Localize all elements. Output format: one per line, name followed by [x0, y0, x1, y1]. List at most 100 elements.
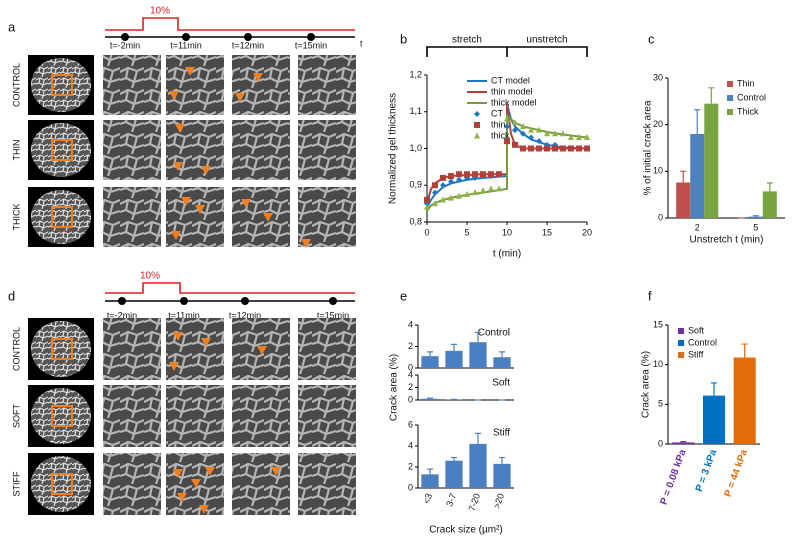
crack-arrow: [173, 469, 183, 478]
timepoint-dot: [180, 297, 188, 305]
y-tick-label: 30: [653, 72, 663, 82]
chart-title: Control: [478, 328, 510, 339]
y-tick-label: 10: [653, 166, 663, 176]
crack-arrow: [201, 166, 211, 175]
data-point: [528, 145, 534, 152]
thumbnail-organoid: [31, 388, 91, 444]
bar: [421, 474, 439, 488]
stretch-protocol: [105, 17, 355, 31]
data-point: [584, 145, 590, 152]
error-bar: [708, 87, 715, 104]
stretch-protocol: [105, 282, 355, 294]
data-point: [520, 122, 526, 129]
y-tick-label: 20: [653, 119, 663, 129]
x-tick-label: >20: [491, 492, 506, 510]
data-point: [480, 187, 486, 194]
x-tick-label: 5: [753, 222, 758, 232]
legend-swatch: [727, 95, 733, 101]
data-point: [512, 127, 518, 134]
y-axis-label: Crack area (%): [389, 354, 400, 421]
crack-arrow: [257, 346, 267, 355]
micrograph-tile: [166, 120, 224, 180]
y-tick-label: 0: [408, 362, 413, 372]
data-point: [552, 130, 558, 137]
crack-arrow: [301, 239, 311, 248]
bar: [690, 134, 705, 218]
data-point: [432, 200, 438, 207]
bar: [704, 103, 719, 218]
roi-box: [51, 473, 73, 495]
error-bar: [475, 331, 481, 343]
y-tick-label: 4: [408, 369, 413, 379]
data-point: [512, 119, 518, 126]
data-point: [448, 173, 454, 180]
timepoint-label: t=12min: [232, 40, 264, 50]
y-tick-label: 0: [408, 482, 413, 492]
phase-label: unstretch: [526, 35, 567, 46]
pulse-label: 10%: [150, 6, 170, 17]
legend-label: Control: [737, 92, 766, 102]
timepoint-dot: [118, 297, 126, 305]
micrograph-tile: [232, 187, 290, 247]
data-point: [448, 178, 454, 185]
chart-title: Soft: [492, 378, 510, 389]
x-tick-label: 7-20: [467, 492, 483, 512]
error-bar: [694, 109, 701, 134]
crack-arrow: [191, 479, 201, 488]
bar: [672, 442, 695, 444]
y-tick-label: 4: [408, 319, 413, 329]
error-bar: [427, 468, 433, 475]
legend-swatch: [678, 340, 684, 346]
error-bar: [499, 456, 505, 464]
error-bar: [499, 351, 505, 358]
x-tick-label: 5: [464, 227, 469, 237]
crack-arrow: [205, 467, 215, 476]
bar: [493, 357, 511, 368]
y-tick-label: 1,0: [409, 143, 422, 153]
thumbnail-organoid: [31, 123, 91, 177]
roi-box: [51, 139, 73, 161]
roi-box: [51, 338, 73, 360]
x-axis-label: Unstretch t (min): [690, 235, 764, 246]
bar: [445, 350, 463, 368]
panel-letter: f: [648, 288, 652, 303]
y-tick-label: 6: [408, 419, 413, 429]
x-tick-label: 3-7: [444, 492, 458, 508]
crack-arrow: [177, 493, 187, 502]
legend-swatch: [727, 109, 733, 115]
data-point: [432, 189, 438, 196]
bar: [469, 342, 487, 368]
crack-arrow: [195, 205, 205, 214]
micrograph-tile: [166, 55, 224, 115]
bar: [676, 182, 691, 218]
y-tick-label: 0: [658, 212, 663, 222]
data-point: [464, 190, 470, 197]
data-point: [480, 171, 486, 178]
data-point: [472, 189, 478, 196]
data-point: [520, 130, 526, 137]
bar: [733, 357, 756, 444]
roi-box: [51, 405, 73, 427]
data-point: [440, 182, 446, 189]
crack-arrow: [201, 338, 211, 347]
crack-arrow: [271, 467, 281, 476]
thumbnail-organoid: [31, 321, 91, 377]
x-axis-label: Crack size (µm²): [429, 525, 503, 536]
data-point: [528, 134, 534, 141]
bar: [421, 356, 439, 368]
data-point: [568, 133, 574, 140]
legend-label: CT model: [491, 75, 530, 85]
y-tick-label: 10: [653, 359, 663, 369]
micrograph-tile: [103, 318, 161, 380]
micrograph-tile: [103, 55, 161, 115]
crack-arrow: [169, 362, 179, 371]
bar: [762, 191, 777, 218]
legend-label: Control: [688, 337, 717, 347]
x-tick-label: P = 0.08 kPa: [658, 448, 688, 507]
data-point: [456, 192, 462, 199]
error-bar: [427, 351, 433, 357]
error-bar: [752, 215, 759, 217]
panel-letter: e: [400, 288, 407, 303]
y-tick-label: 1,2: [409, 69, 422, 79]
